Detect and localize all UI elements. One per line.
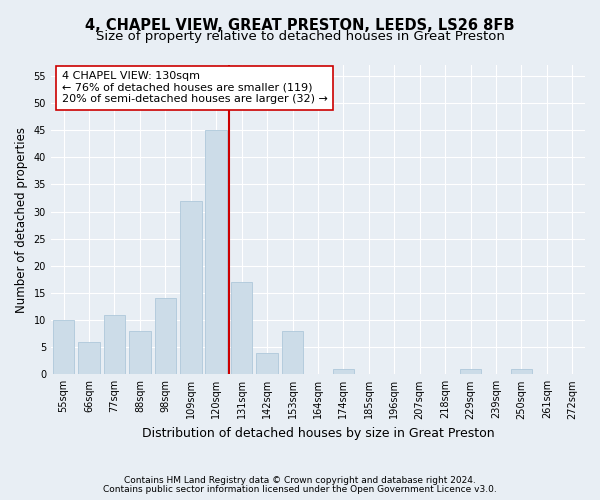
Bar [78, 342, 100, 374]
X-axis label: Distribution of detached houses by size in Great Preston: Distribution of detached houses by size … [142, 427, 494, 440]
Bar [256, 352, 278, 374]
Bar [460, 369, 481, 374]
Bar [155, 298, 176, 374]
Bar [282, 331, 304, 374]
Bar [231, 282, 253, 374]
Text: Size of property relative to detached houses in Great Preston: Size of property relative to detached ho… [95, 30, 505, 43]
Bar [104, 314, 125, 374]
Bar [205, 130, 227, 374]
Bar [180, 200, 202, 374]
Y-axis label: Number of detached properties: Number of detached properties [15, 126, 28, 312]
Text: Contains public sector information licensed under the Open Government Licence v3: Contains public sector information licen… [103, 485, 497, 494]
Bar [511, 369, 532, 374]
Text: Contains HM Land Registry data © Crown copyright and database right 2024.: Contains HM Land Registry data © Crown c… [124, 476, 476, 485]
Text: 4 CHAPEL VIEW: 130sqm
← 76% of detached houses are smaller (119)
20% of semi-det: 4 CHAPEL VIEW: 130sqm ← 76% of detached … [62, 71, 328, 104]
Text: 4, CHAPEL VIEW, GREAT PRESTON, LEEDS, LS26 8FB: 4, CHAPEL VIEW, GREAT PRESTON, LEEDS, LS… [85, 18, 515, 32]
Bar [332, 369, 354, 374]
Bar [129, 331, 151, 374]
Bar [53, 320, 74, 374]
